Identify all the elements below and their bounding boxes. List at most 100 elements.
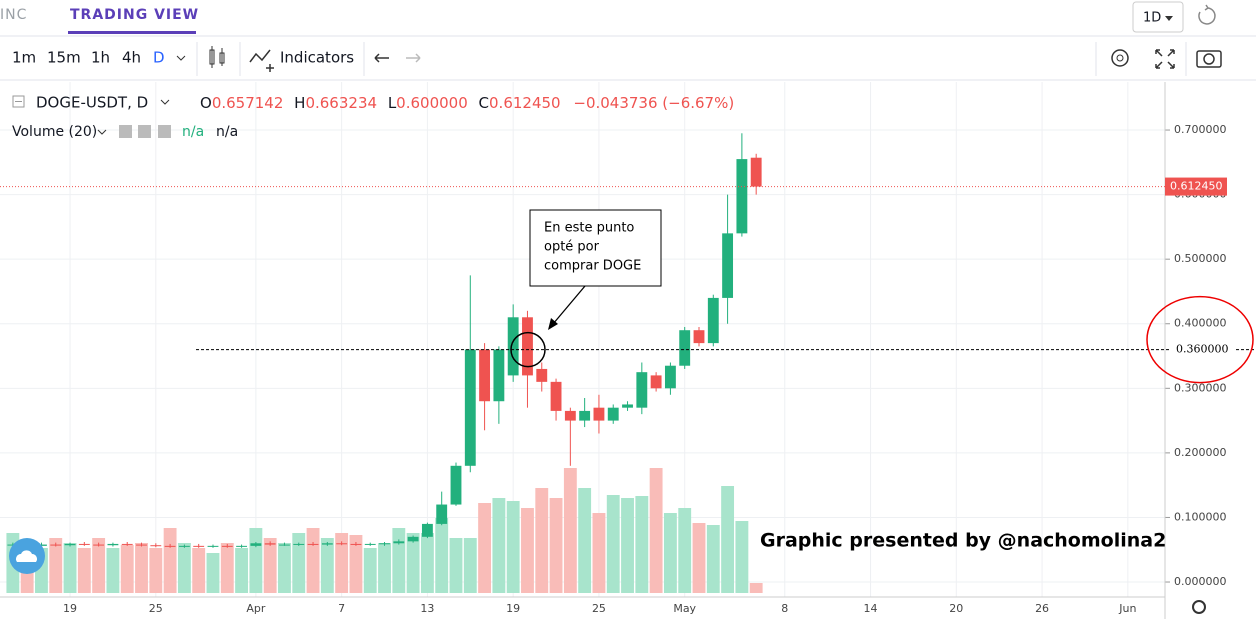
- volume-bar: [120, 545, 134, 593]
- volume-bar: [292, 533, 306, 593]
- y-tick-label: 0.200000: [1174, 446, 1227, 459]
- indicators-button[interactable]: Indicators: [280, 49, 354, 67]
- fullscreen-icon[interactable]: [1155, 49, 1175, 69]
- candle-body: [450, 465, 462, 505]
- volume-bar: [549, 498, 563, 593]
- volume-bar: [606, 495, 620, 593]
- symbol: DOGE-USDT, D: [36, 94, 148, 112]
- chart-type-icon[interactable]: [209, 46, 225, 68]
- redo-icon[interactable]: [406, 53, 421, 63]
- visibility-icon[interactable]: [119, 125, 132, 138]
- volume-bar: [535, 488, 549, 593]
- annotation-text: opté por: [544, 240, 600, 255]
- annotation-arrow: [552, 285, 586, 325]
- candle-body: [564, 410, 576, 421]
- candle-body: [393, 541, 405, 544]
- interval-d[interactable]: D: [153, 49, 165, 67]
- candle-body: [78, 543, 90, 545]
- candle-body: [193, 545, 205, 547]
- x-tick-label: 13: [420, 602, 434, 615]
- credit: Graphic presented by @nachomolina2: [760, 530, 1166, 552]
- volume-bar: [63, 543, 77, 593]
- candle-body: [279, 544, 290, 546]
- volume-bar: [563, 468, 577, 593]
- candle-body: [379, 543, 390, 545]
- volume-bar: [249, 528, 263, 593]
- volume-bar: [435, 518, 449, 593]
- snapshot-icon[interactable]: [1196, 50, 1222, 68]
- volume-bar: [49, 538, 63, 593]
- volume-bar: [206, 553, 220, 593]
- interval-1h[interactable]: 1h: [91, 49, 110, 67]
- x-tick-label: Jun: [1118, 602, 1136, 615]
- annotation-box: [529, 209, 662, 287]
- candle-body: [750, 157, 762, 187]
- settings-icon-core: [1116, 54, 1124, 62]
- volume-label: Volume (20): [12, 124, 97, 140]
- volume-bar: [678, 508, 692, 593]
- candle-body: [579, 410, 591, 421]
- candle-body: [636, 372, 648, 408]
- candle-body: [164, 545, 176, 547]
- candle-body: [121, 543, 133, 545]
- interval-select[interactable]: [1132, 1, 1184, 33]
- interval-1m[interactable]: 1m: [12, 49, 36, 67]
- y-tick-label: 0.100000: [1174, 510, 1227, 523]
- volume-bar: [449, 538, 463, 593]
- volume-bar: [721, 486, 735, 593]
- candle-body: [207, 545, 219, 547]
- legend-change: −0.043736 (−6.67%): [573, 94, 734, 112]
- last-price-label: 0.612450: [1170, 180, 1223, 193]
- volume-bar: [306, 528, 320, 593]
- volume-bar: [177, 543, 191, 593]
- remove-icon[interactable]: [158, 125, 171, 138]
- legend-close-label: C: [479, 94, 489, 112]
- entry-circle: [510, 331, 546, 368]
- y-tick-label: 0.700000: [1174, 123, 1227, 136]
- x-tick-label: 7: [338, 602, 345, 615]
- settings-icon[interactable]: [1111, 49, 1129, 67]
- volume-bar: [220, 543, 234, 593]
- volume-bar: [106, 548, 120, 593]
- candle-body: [150, 545, 162, 547]
- volume-bar: [320, 538, 334, 593]
- x-tick-label: 20: [949, 602, 963, 615]
- candle-body: [536, 368, 548, 382]
- interval-15m[interactable]: 15m: [47, 49, 81, 67]
- volume-bar: [192, 548, 206, 593]
- candle-body: [107, 543, 119, 546]
- candle-body: [650, 375, 662, 389]
- brand-tab[interactable]: TRADING VIEW: [70, 7, 199, 23]
- legend-high: 0.663234: [305, 94, 377, 112]
- volume-ma-value: n/a: [216, 124, 238, 140]
- volume-bar: [578, 488, 592, 593]
- volume-bar: [592, 513, 606, 593]
- candle-body: [93, 544, 105, 546]
- x-tick-label: May: [673, 602, 696, 615]
- last-price-box: [1165, 177, 1227, 196]
- undo-icon[interactable]: [374, 53, 389, 63]
- volume-bar: [621, 498, 634, 593]
- x-tick-label: 8: [781, 602, 788, 615]
- volume-bar: [478, 503, 492, 593]
- reset-icon[interactable]: [1198, 4, 1216, 25]
- candle-body: [707, 297, 719, 344]
- interval-4h[interactable]: 4h: [122, 49, 141, 67]
- legend: DOGE-USDT, D O0.657142 H0.663234 L0.6000…: [12, 94, 734, 141]
- volume-bar: [492, 498, 506, 593]
- x-tick-label: 25: [592, 602, 606, 615]
- caret: [176, 55, 186, 61]
- candle-body: [50, 544, 62, 546]
- volume-bar: [92, 538, 106, 593]
- collapse-icon[interactable]: [12, 95, 25, 108]
- x-tick-label: 26: [1035, 602, 1049, 615]
- time-axis-settings: [1192, 600, 1206, 614]
- volume-bar: [263, 538, 277, 593]
- annotation-arrowhead: [548, 318, 558, 330]
- candle-body: [407, 536, 419, 542]
- candle-body: [307, 543, 319, 545]
- settings-small-icon[interactable]: [138, 125, 151, 138]
- interval-select-label: 1D: [1143, 11, 1161, 26]
- legend-low-label: L: [388, 94, 397, 112]
